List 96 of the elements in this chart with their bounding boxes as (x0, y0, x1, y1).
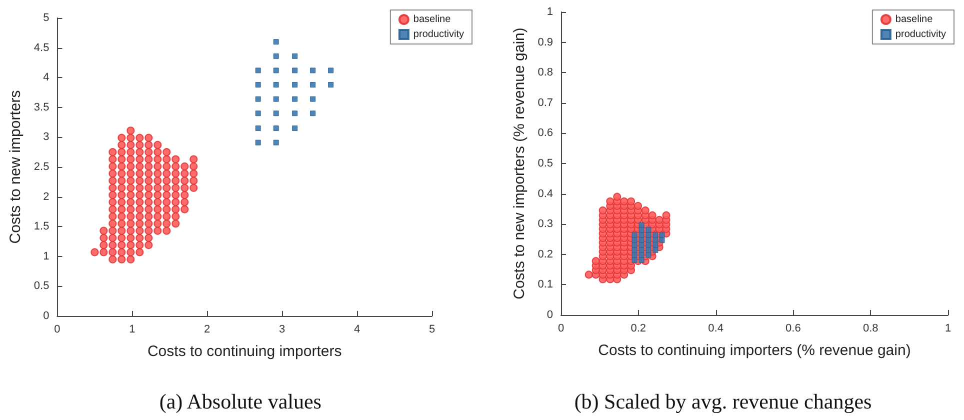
point (292, 96, 298, 102)
point (638, 252, 644, 258)
y-tick-label: 0 (43, 310, 50, 322)
point (638, 227, 644, 233)
y-tick-label: 5 (43, 12, 50, 24)
legend-label: baseline (895, 14, 934, 25)
y-tick-label: 4.5 (34, 42, 50, 54)
point (292, 82, 298, 88)
point (646, 227, 652, 233)
y-tick-label: 3 (43, 131, 50, 144)
point (652, 242, 658, 248)
y-axis-title: Costs to new importers (% revenue gain) (510, 28, 528, 300)
point (255, 140, 261, 146)
point (310, 110, 316, 116)
y-tick-label: 0.8 (538, 66, 553, 79)
y-tick-label: 0 (546, 309, 553, 321)
x-tick-label: 3 (279, 324, 286, 336)
y-tick-label: 0.4 (538, 188, 553, 200)
point (328, 68, 334, 74)
point (659, 237, 665, 243)
point (273, 53, 279, 59)
point (632, 237, 638, 243)
text: (a) Absolute values (159, 390, 322, 414)
point (646, 237, 652, 243)
point (646, 252, 652, 258)
x-axis-title: Costs to continuing importers (147, 343, 342, 360)
x-tick-label: 0.6 (786, 322, 801, 334)
x-tick-label: 5 (428, 324, 436, 336)
point (292, 53, 298, 59)
point (255, 126, 261, 132)
point (638, 237, 644, 243)
y-tick-label: 0.5 (34, 280, 50, 292)
point (632, 247, 638, 253)
point (310, 68, 316, 74)
point (652, 232, 658, 238)
point (292, 68, 298, 74)
x-tick-label: 0.4 (708, 322, 724, 334)
point (255, 110, 261, 116)
point (638, 222, 644, 228)
point (292, 126, 298, 132)
point (292, 110, 298, 116)
point (632, 257, 638, 263)
point (646, 247, 652, 253)
legend-label: productivity (413, 29, 464, 40)
point (273, 110, 279, 116)
y-tick-label: 0.2 (538, 248, 553, 260)
y-tick-label: 1 (546, 6, 553, 18)
y-tick-label: 4 (43, 72, 50, 84)
y-tick-label: 2 (43, 190, 50, 203)
point (255, 96, 261, 102)
y-tick-label: 0.6 (538, 127, 553, 140)
legend-label: baseline (413, 14, 452, 25)
y-tick-label: 0.1 (538, 278, 553, 291)
y-tick-label: 3.5 (34, 101, 50, 114)
point (273, 96, 279, 102)
y-tick-label: 2.5 (34, 161, 50, 173)
x-tick-label: 0.2 (630, 322, 646, 334)
x-tick-label: 0 (54, 324, 60, 336)
point (273, 68, 279, 74)
point (632, 232, 638, 238)
point (638, 232, 644, 238)
x-tick-label: 0.8 (862, 322, 878, 334)
x-tick-label: 2 (204, 324, 210, 336)
point (659, 232, 665, 238)
point (652, 237, 658, 243)
point (638, 247, 644, 253)
point (638, 242, 644, 248)
x-axis-title: Costs to continuing importers (% revenue gain) (598, 342, 911, 359)
legend-label: productivity (895, 29, 946, 40)
point (255, 82, 261, 88)
y-tick-label: 0.7 (538, 96, 553, 109)
x-tick-label: 0 (558, 322, 564, 334)
point (273, 140, 279, 146)
x-tick-label: 1 (129, 324, 136, 336)
y-tick-label: 1 (43, 250, 50, 262)
point (273, 82, 279, 88)
point (646, 232, 652, 238)
point (310, 96, 316, 102)
point (328, 82, 334, 88)
y-tick-label: 0.9 (538, 36, 553, 48)
point (255, 68, 261, 74)
point (652, 247, 658, 253)
point (310, 82, 316, 88)
y-tick-label: 0.5 (538, 158, 553, 170)
y-tick-label: 1.5 (34, 220, 50, 233)
point (273, 126, 279, 132)
text: (b) Scaled by avg. revenue changes (574, 390, 872, 414)
point (632, 252, 638, 258)
y-tick-label: 0.3 (538, 218, 553, 230)
point (646, 242, 652, 248)
point (638, 257, 644, 263)
y-axis-title: Costs to new importers (7, 90, 24, 244)
point (273, 39, 279, 45)
x-tick-label: 1 (944, 322, 952, 334)
point (632, 242, 638, 248)
x-tick-label: 4 (354, 324, 360, 336)
